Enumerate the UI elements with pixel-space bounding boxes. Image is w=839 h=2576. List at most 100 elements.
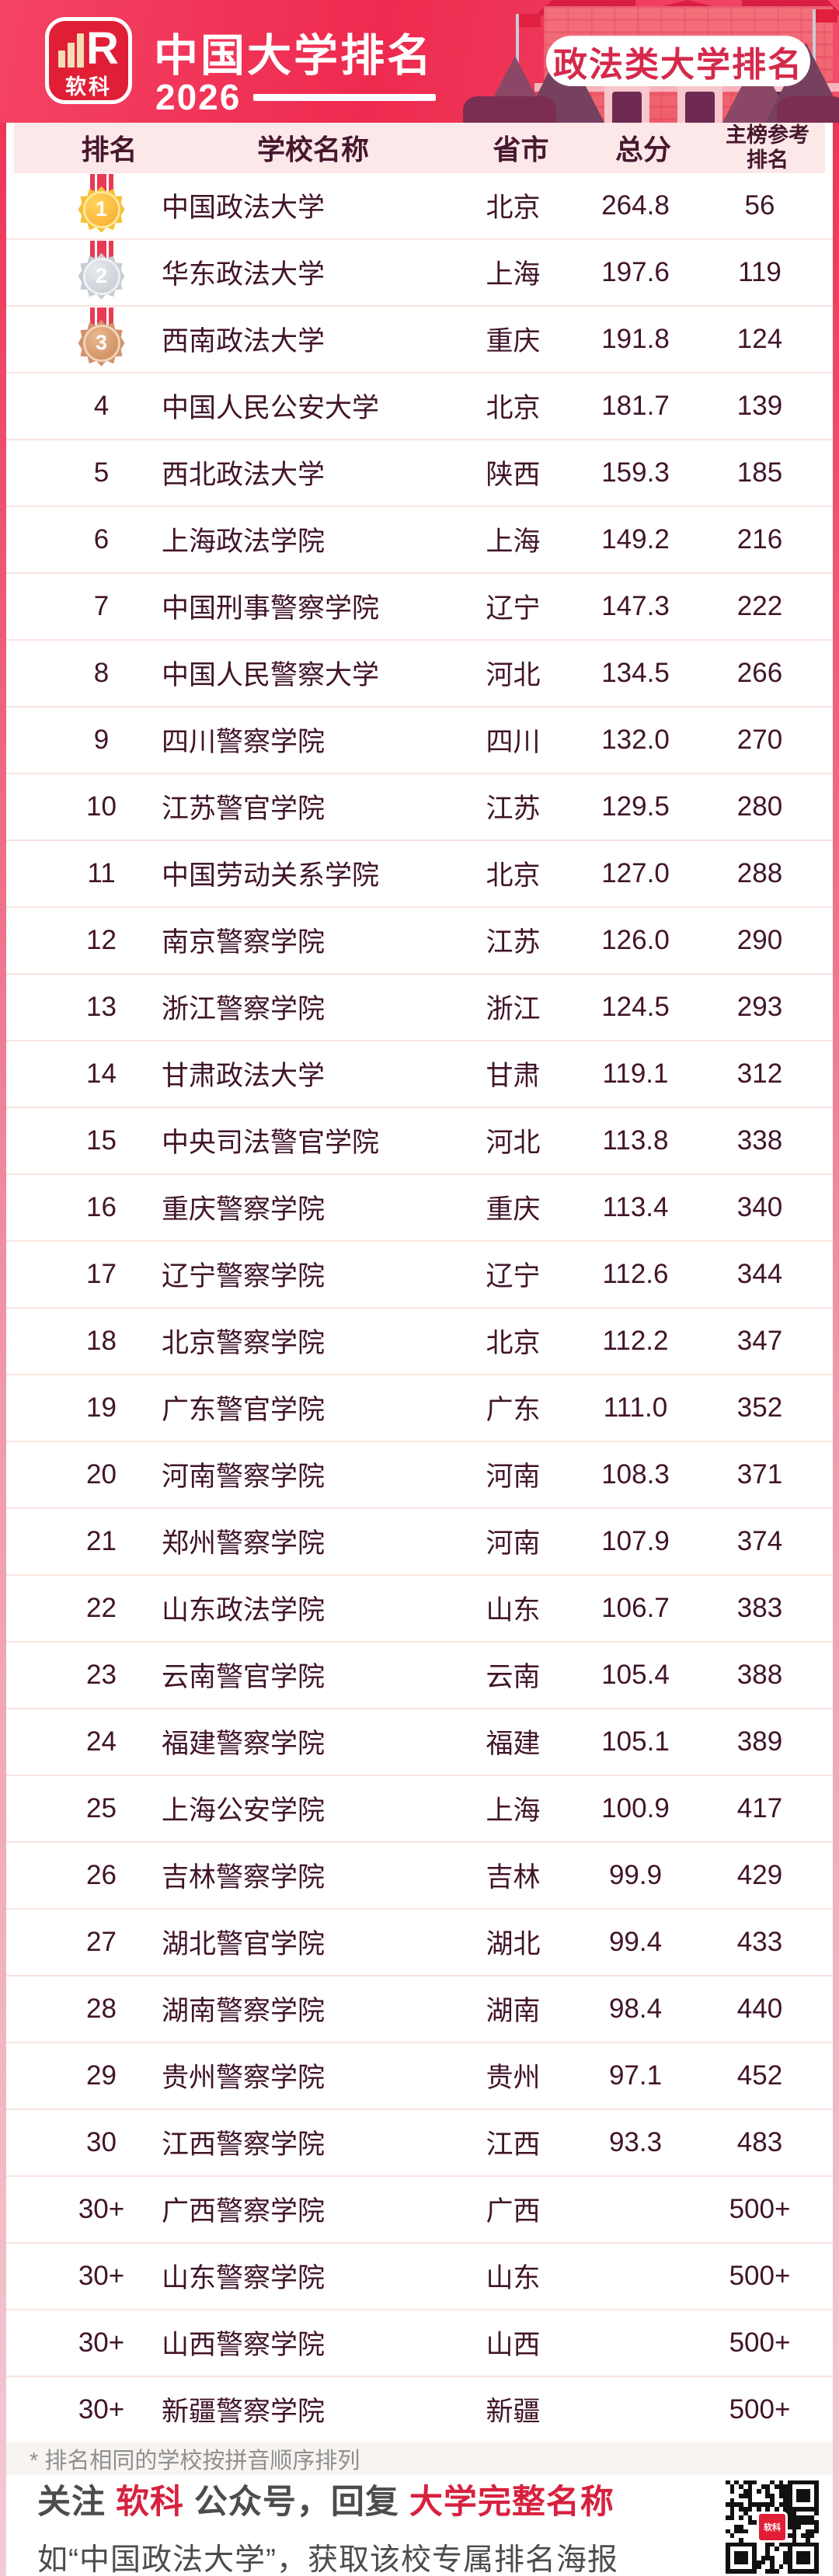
header-rank: 排名: [81, 134, 138, 166]
school-name: 中国刑事警察学院: [162, 593, 380, 624]
reply-keyword: 大学完整名称: [409, 2483, 614, 2521]
school-name: 四川警察学院: [162, 727, 326, 758]
province-cell: 江苏: [486, 794, 541, 825]
province-cell: 北京: [486, 1328, 541, 1359]
ref-rank-cell: 222: [736, 590, 783, 621]
school-name: 河南警察学院: [162, 1462, 326, 1493]
score-cell: 112.6: [602, 1258, 669, 1289]
rank-value: 23: [86, 1659, 117, 1690]
table-row: 20 河南警察学院 河南 108.3 371: [6, 1442, 833, 1509]
school-name: 广东警官学院: [162, 1395, 326, 1426]
school-name: 华东政法大学: [162, 259, 326, 290]
score-cell: 105.4: [601, 1659, 670, 1690]
gold-medal-icon: 1: [77, 173, 127, 238]
school-name: 甘肃政法大学: [162, 1061, 326, 1092]
rank-value: 5: [93, 457, 110, 488]
score-cell: 181.7: [601, 390, 670, 421]
rank-cell: 29: [41, 2060, 162, 2091]
score-cell: 106.7: [601, 1592, 670, 1623]
school-name: 北京警察学院: [162, 1328, 326, 1359]
qr-center-logo: 软科: [757, 2511, 788, 2543]
ref-rank-cell: 119: [738, 256, 782, 287]
score-cell: 112.2: [602, 1325, 669, 1356]
province-cell: 重庆: [486, 326, 541, 357]
rank-value: 18: [86, 1325, 117, 1356]
rank-value: 26: [86, 1859, 117, 1890]
ref-rank-cell: 389: [736, 1726, 783, 1757]
province-cell: 云南: [486, 1662, 541, 1693]
rank-cell: 13: [41, 992, 162, 1023]
school-name: 福建警察学院: [162, 1729, 326, 1760]
footer-line1: 关注 软科 公众号，回复 大学完整名称: [37, 2483, 614, 2521]
table-row: 27 湖北警官学院 湖北 99.4 433: [6, 1910, 833, 1976]
rank-value: 29: [86, 2060, 117, 2091]
ref-rank-cell: 500+: [729, 2327, 791, 2358]
table-row: 4 中国人民公安大学 北京 181.7 139: [6, 374, 833, 440]
rank-value: 30+: [78, 2393, 125, 2425]
school-name: 江苏警官学院: [162, 794, 326, 825]
rank-cell: 17: [41, 1259, 162, 1290]
ranking-year: 2026: [155, 77, 242, 117]
bronze-medal-icon: 3: [77, 307, 127, 371]
ref-rank-cell: 500+: [729, 2393, 791, 2425]
table-row: 25 上海公安学院 上海 100.9 417: [6, 1776, 833, 1843]
score-cell: 98.4: [608, 1993, 663, 2024]
rank-value: 24: [86, 1726, 117, 1757]
school-name: 云南警官学院: [162, 1662, 326, 1693]
school-name: 上海公安学院: [162, 1796, 326, 1827]
table-row: 22 山东政法学院 山东 106.7 383: [6, 1576, 833, 1643]
table-row: 14 甘肃政法大学 甘肃 119.1 312: [6, 1041, 833, 1108]
ref-rank-cell: 338: [736, 1125, 783, 1156]
ref-rank-cell: 433: [736, 1926, 783, 1957]
rank-value: 13: [86, 991, 117, 1022]
province-cell: 江苏: [486, 927, 541, 958]
rank-value: 30+: [78, 2193, 125, 2224]
year-row: 2026: [155, 76, 437, 118]
rank-cell: 23: [41, 1660, 162, 1691]
table-row: 23 云南警官学院 云南 105.4 388: [6, 1643, 833, 1709]
table-row: 6 上海政法学院 上海 149.2 216: [6, 507, 833, 574]
province-cell: 甘肃: [486, 1061, 541, 1092]
rank-value: 22: [86, 1592, 117, 1623]
rank-cell: 3: [41, 307, 162, 371]
school-name: 郑州警察学院: [162, 1528, 326, 1559]
table-row: 19 广东警官学院 广东 111.0 352: [6, 1375, 833, 1442]
medal-rank: 1: [82, 190, 120, 228]
score-cell: 100.9: [601, 1792, 670, 1823]
rank-cell: 10: [41, 791, 162, 822]
ref-rank-cell: 270: [736, 724, 783, 755]
flag-icon: [516, 14, 541, 70]
rank-cell: 12: [41, 925, 162, 956]
score-cell: 97.1: [608, 2060, 663, 2091]
province-cell: 山东: [486, 1595, 541, 1626]
rank-value: 19: [86, 1392, 117, 1423]
rank-value: 16: [86, 1191, 117, 1222]
table-row: 3 西南政法大学 重庆 191.8 124: [6, 307, 833, 374]
rank-value: 20: [86, 1458, 117, 1490]
rank-cell: 30: [41, 2127, 162, 2158]
rank-cell: 18: [41, 1326, 162, 1357]
ref-rank-cell: 280: [736, 791, 783, 822]
table-row: 1 中国政法大学 北京 264.8 56: [6, 173, 833, 240]
score-cell: 132.0: [601, 724, 670, 755]
table-row: 16 重庆警察学院 重庆 113.4 340: [6, 1175, 833, 1242]
ref-rank-cell: 500+: [729, 2260, 791, 2291]
school-name: 湖北警官学院: [162, 1929, 326, 1960]
medal-rank: 2: [82, 257, 120, 295]
banner: R 软科 中国大学排名 2026 政法类大学排名: [0, 0, 839, 123]
score-cell: 159.3: [601, 457, 670, 488]
rank-cell: 19: [41, 1392, 162, 1424]
school-name: 西北政法大学: [162, 460, 326, 491]
province-cell: 辽宁: [486, 593, 541, 624]
rank-value: 15: [86, 1125, 117, 1156]
rank-cell: 1: [41, 173, 162, 238]
province-cell: 北京: [486, 193, 541, 224]
qr-code: 软科: [726, 2480, 819, 2574]
score-cell: 134.5: [601, 657, 670, 688]
rank-cell: 30+: [41, 2194, 162, 2225]
score-cell: 107.9: [601, 1525, 670, 1556]
rank-value: 4: [93, 390, 110, 421]
rank-cell: 30+: [41, 2394, 162, 2425]
school-name: 中国人民公安大学: [162, 393, 380, 424]
